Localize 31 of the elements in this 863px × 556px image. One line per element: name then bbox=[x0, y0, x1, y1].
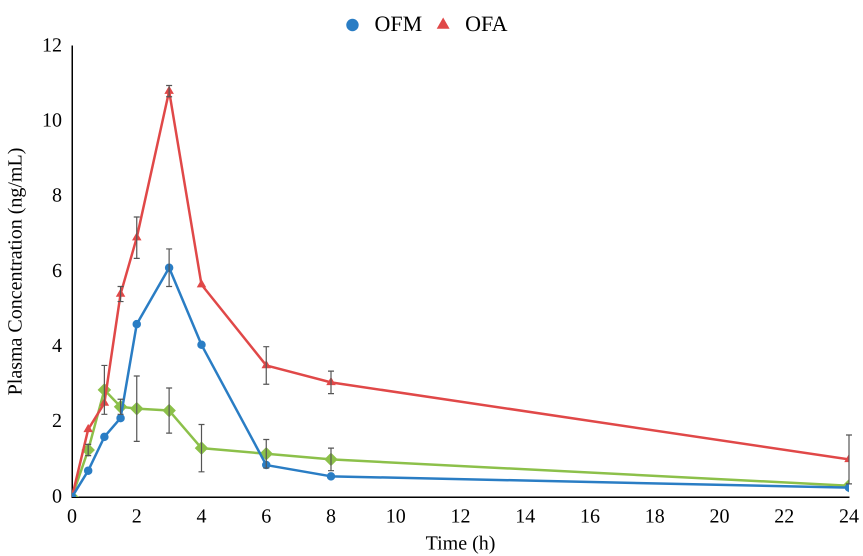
x-tick-label: 0 bbox=[67, 505, 77, 528]
x-axis-title: Time (h) bbox=[426, 532, 496, 554]
point bbox=[132, 320, 141, 328]
x-tick-label: 8 bbox=[326, 505, 336, 528]
x-tick-label: 12 bbox=[450, 505, 470, 528]
y-tick-label: 6 bbox=[52, 260, 62, 282]
legend-label: OFA bbox=[465, 10, 508, 36]
y-tick-label: 0 bbox=[52, 485, 62, 508]
x-tick-label: 16 bbox=[580, 505, 600, 528]
y-tick-label: 10 bbox=[42, 109, 62, 132]
point bbox=[326, 472, 336, 481]
x-tick-label: 6 bbox=[261, 505, 272, 528]
y-tick-label: 2 bbox=[52, 410, 62, 432]
y-tick-label: 12 bbox=[42, 34, 62, 56]
x-tick-label: 4 bbox=[196, 505, 206, 528]
x-tick-label: 24 bbox=[839, 505, 859, 528]
x-tick-label: 14 bbox=[515, 505, 536, 528]
y-tick-label: 8 bbox=[52, 184, 62, 207]
point bbox=[116, 414, 125, 422]
point bbox=[84, 466, 92, 475]
point bbox=[100, 432, 109, 442]
y-tick-label: 4 bbox=[52, 334, 62, 357]
point bbox=[197, 340, 206, 350]
legend-label: OFM bbox=[374, 10, 422, 36]
x-tick-label: 10 bbox=[386, 505, 406, 528]
x-tick-label: 18 bbox=[644, 505, 665, 528]
x-tick-label: 2 bbox=[132, 505, 142, 528]
x-tick-label: 20 bbox=[710, 505, 730, 528]
point bbox=[198, 280, 206, 288]
y-axis-title: Plasma Concentration (ng/mL) bbox=[4, 148, 26, 396]
x-tick-label: 22 bbox=[774, 505, 794, 528]
